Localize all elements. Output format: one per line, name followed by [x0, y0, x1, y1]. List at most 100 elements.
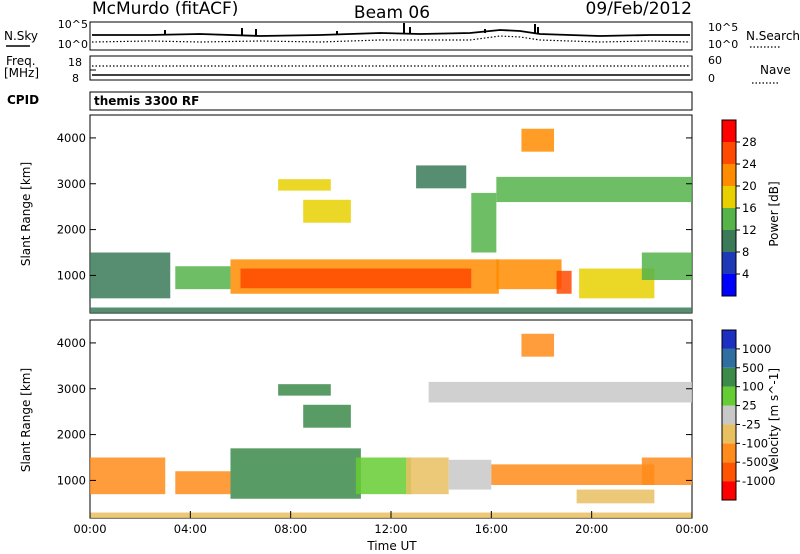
y-tick-label-0: 4000 — [57, 131, 86, 145]
colorbar-segment-3 — [722, 208, 736, 230]
data-region-12 — [496, 176, 692, 203]
cpid-panel — [89, 91, 693, 111]
colorbar-segment-7 — [722, 348, 736, 368]
colorbar-tick-label-7: -1000 — [742, 474, 775, 488]
velocity-panel: 4000 3000 2000 1000 00:00 04:00 08:00 12:00 16:… — [19, 319, 781, 553]
colorbar-tick-label-2: 100 — [742, 380, 764, 394]
freq-label-line1: Freq. — [6, 54, 36, 68]
station-title: McMurdo (fitACF) — [92, 0, 238, 19]
nsearch-label: N.Search — [746, 29, 800, 43]
freq-axis-left-bottom: 8 — [72, 72, 79, 85]
y-tick-label-0: 4000 — [57, 336, 86, 350]
colorbar-tick-label-4: 12 — [742, 223, 757, 237]
velocity-colorbar-label: Velocity [m s^-1] — [767, 368, 781, 472]
power-y-ticks: 4000 3000 2000 1000 — [57, 131, 692, 282]
colorbar-segment-2 — [722, 443, 736, 463]
colorbar-segment-0 — [722, 274, 736, 296]
power-colorbar: 28 24 20 16 12 8 4 — [721, 119, 757, 297]
velocity-ylabel: Slant Range [km] — [19, 368, 33, 472]
colorbar-segment-6 — [722, 142, 736, 164]
data-region-8 — [278, 179, 331, 191]
noise-axis-right-top: 10^5 — [708, 21, 738, 34]
data-region-2 — [230, 448, 361, 499]
colorbar-segment-4 — [722, 186, 736, 208]
colorbar-segment-7 — [722, 120, 736, 142]
nsky-label: N.Sky — [4, 29, 38, 43]
x-tick-label-4: 16:00 — [475, 522, 508, 536]
colorbar-tick-label-5: 8 — [742, 245, 749, 259]
noise-axis-right-bottom: 10^0 — [708, 38, 738, 51]
colorbar-frame — [721, 329, 737, 501]
data-region-13 — [521, 128, 555, 152]
x-tick-label-6: 00:00 — [675, 522, 708, 536]
y-tick-label-3: 1000 — [57, 268, 86, 282]
data-region-11 — [521, 333, 555, 357]
colorbar-tick-label-0: 28 — [742, 135, 757, 149]
data-region-1 — [240, 268, 472, 289]
colorbar-segment-3 — [722, 424, 736, 444]
colorbar-segment-4 — [722, 405, 736, 425]
colorbar-segment-1 — [722, 252, 736, 274]
power-colorbar-label: Power [dB] — [767, 181, 781, 246]
x-tick-label-5: 20:00 — [575, 522, 608, 536]
data-region-2 — [496, 259, 562, 290]
data-region-7 — [641, 457, 692, 485]
data-region-14 — [90, 307, 692, 313]
freq-label-line2: [MHz] — [4, 66, 39, 80]
cpid-value: themis 3300 RF — [94, 94, 199, 108]
colorbar-segment-2 — [722, 230, 736, 252]
colorbar-tick-label-5: -100 — [742, 436, 768, 450]
x-tick-label-0: 00:00 — [73, 522, 106, 536]
colorbar-tick-label-0: 1000 — [742, 342, 771, 356]
y-tick-label-3: 1000 — [57, 473, 86, 487]
noise-axis-left-bottom: 10^0 — [58, 38, 88, 51]
data-region-5 — [448, 459, 492, 490]
data-region-10 — [416, 165, 467, 189]
colorbar-segment-8 — [722, 330, 736, 349]
freq-axis-left-top: 18 — [68, 56, 82, 69]
noise-panel — [89, 21, 693, 51]
data-region-1 — [175, 471, 231, 495]
data-region-7 — [175, 266, 231, 290]
velocity-colorbar: 1000 500 100 25 -25 -100 -500 -1000 — [721, 329, 775, 501]
data-region-6 — [90, 252, 171, 299]
velocity-x-ticks: 00:00 04:00 08:00 12:00 16:00 20:00 00:00 — [73, 511, 709, 536]
y-tick-label-2: 2000 — [57, 223, 86, 237]
y-tick-label-2: 2000 — [57, 428, 86, 442]
x-tick-label-1: 04:00 — [174, 522, 207, 536]
colorbar-tick-label-1: 500 — [742, 361, 764, 375]
data-region-5 — [641, 252, 692, 280]
x-tick-label-2: 08:00 — [274, 522, 307, 536]
data-region-3 — [355, 457, 412, 495]
nsearch-trace — [91, 35, 691, 43]
colorbar-tick-label-1: 24 — [742, 157, 757, 171]
nave-label: Nave — [760, 63, 791, 77]
colorbar-tick-label-6: 4 — [742, 267, 749, 281]
colorbar-segment-0 — [722, 481, 736, 500]
y-tick-label-1: 3000 — [57, 177, 86, 191]
power-panel: 4000 3000 2000 1000 Slant Range [km] 28 24 20… — [19, 114, 781, 314]
data-region-9 — [303, 404, 351, 428]
noise-spikes — [164, 23, 539, 35]
data-region-10 — [428, 381, 692, 403]
date-title: 09/Feb/2012 — [586, 0, 692, 19]
colorbar-tick-label-3: 25 — [742, 399, 757, 413]
data-region-8 — [278, 384, 331, 396]
colorbar-segment-5 — [722, 164, 736, 186]
nsky-trace — [92, 29, 690, 37]
colorbar-segment-5 — [722, 386, 736, 406]
y-tick-label-1: 3000 — [57, 382, 86, 396]
velocity-data-regions — [90, 333, 692, 518]
freq-panel — [89, 55, 693, 81]
data-region-11 — [471, 192, 497, 253]
colorbar-tick-label-6: -500 — [742, 455, 768, 469]
data-region-4 — [406, 457, 449, 495]
cpid-label: CPID — [7, 93, 39, 107]
colorbar-segment-6 — [722, 367, 736, 387]
colorbar-tick-label-3: 16 — [742, 201, 757, 215]
velocity-xlabel: Time UT — [366, 539, 417, 553]
colorbar-segment-1 — [722, 462, 736, 482]
power-data-regions — [90, 128, 692, 313]
velocity-y-ticks: 4000 3000 2000 1000 — [57, 336, 692, 487]
